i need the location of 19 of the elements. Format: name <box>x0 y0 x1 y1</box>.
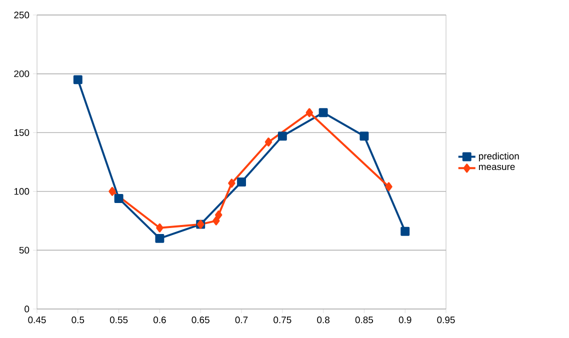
x-tick-label: 0.65 <box>192 316 210 324</box>
x-tick-label: 0.85 <box>355 316 374 324</box>
x-tick-label: 0.45 <box>28 316 46 324</box>
y-tick-label: 250 <box>14 12 30 18</box>
legend-label: measure <box>478 164 515 170</box>
x-tick-label: 0.5 <box>72 316 84 324</box>
y-tick-label: 50 <box>19 246 30 254</box>
legend-label: prediction <box>478 152 519 162</box>
x-tick-label: 0.95 <box>437 316 455 324</box>
y-tick-label: 150 <box>14 129 30 136</box>
x-tick-label: 0.8 <box>317 316 330 324</box>
x-tick-label: 0.55 <box>110 316 128 324</box>
y-tick-label: 100 <box>14 188 30 195</box>
x-tick-label: 0.75 <box>274 316 292 324</box>
y-tick-label: 0 <box>24 306 30 312</box>
x-tick-label: 0.7 <box>235 316 248 324</box>
x-tick-label: 0.6 <box>154 316 166 324</box>
x-tick-label: 0.9 <box>398 316 412 324</box>
y-tick-label: 200 <box>14 70 30 78</box>
